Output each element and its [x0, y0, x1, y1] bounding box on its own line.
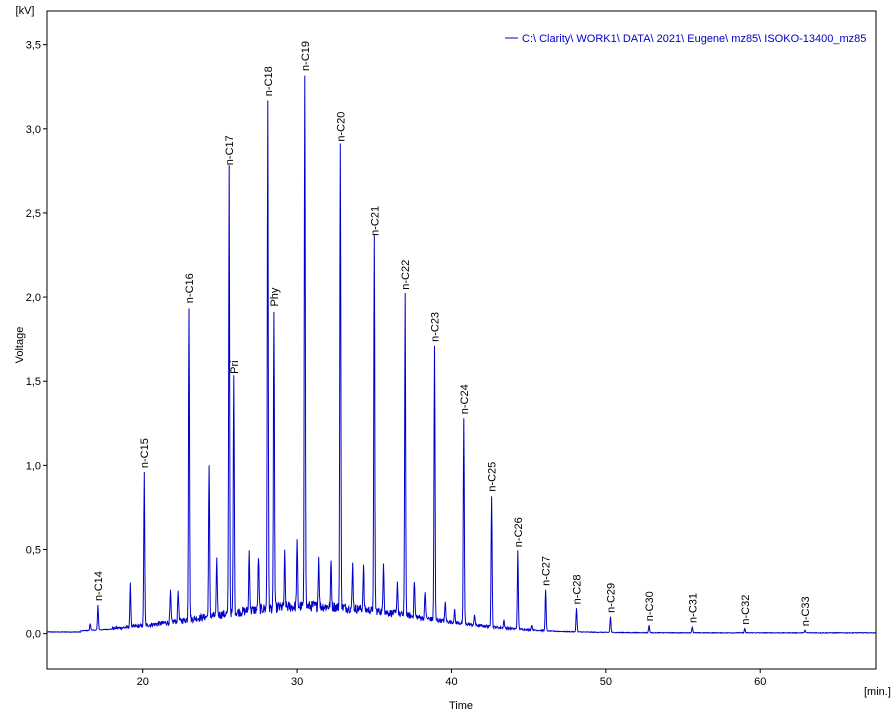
y-axis-title: Voltage	[14, 327, 26, 364]
peak-label: n-C32	[740, 595, 752, 625]
peak-label: n-C33	[800, 596, 812, 626]
signal-trace	[46, 75, 877, 635]
peak-label: n-C26	[513, 517, 525, 547]
y-tick-label: 0,0	[26, 629, 41, 641]
peak-label: n-C19	[300, 41, 312, 71]
legend-series-name: C:\ Clarity\ WORK1\ DATA\ 2021\ Eugene\ …	[522, 33, 866, 45]
y-tick-label: 3,5	[26, 40, 41, 52]
peak-label: n-C14	[93, 571, 105, 601]
peak-label: n-C27	[541, 556, 553, 586]
peak-label: n-C20	[335, 112, 347, 142]
peak-label: n-C17	[224, 135, 236, 165]
y-tick-label: 2,0	[26, 292, 41, 304]
x-tick-label: 50	[600, 676, 612, 688]
y-tick-label: 1,0	[26, 460, 41, 472]
y-tick-label: 3,0	[26, 124, 41, 136]
y-tick-label: 2,5	[26, 208, 41, 220]
peak-label: n-C28	[572, 574, 584, 604]
y-tick-label: 0,5	[26, 545, 41, 557]
peak-label: n-C16	[184, 273, 196, 303]
peak-label: n-C30	[644, 591, 656, 621]
x-tick-label: 30	[291, 676, 303, 688]
peak-label: n-C23	[429, 312, 441, 342]
y-tick-label: 1,5	[26, 376, 41, 388]
x-axis-title: Time	[449, 700, 473, 712]
x-unit-label: [min.]	[864, 686, 891, 698]
peak-label: n-C24	[459, 384, 471, 414]
peak-label: n-C18	[263, 66, 275, 96]
plot-frame	[46, 10, 877, 670]
peak-label: n-C31	[687, 593, 699, 623]
x-tick-label: 60	[754, 676, 766, 688]
peak-label: n-C15	[139, 438, 151, 468]
x-tick-label: 40	[445, 676, 457, 688]
peak-label: n-C21	[369, 206, 381, 236]
peak-label: n-C22	[400, 260, 412, 290]
peak-label: Phy	[269, 287, 281, 306]
peak-label: n-C25	[487, 462, 499, 492]
peak-label: n-C29	[605, 583, 617, 613]
peak-label: Pri	[229, 360, 241, 373]
x-tick-label: 20	[137, 676, 149, 688]
y-unit-label: [kV]	[16, 5, 35, 17]
